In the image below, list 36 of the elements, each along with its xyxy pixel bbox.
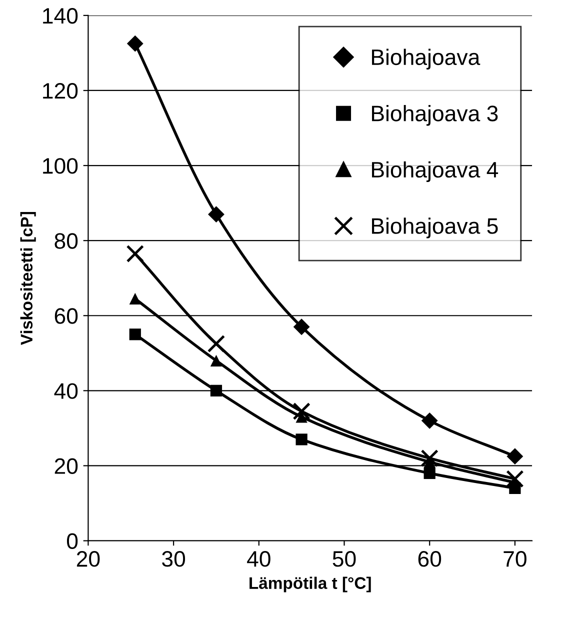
y-tick-label: 100 [43, 158, 78, 174]
point [293, 318, 310, 336]
point [129, 292, 141, 305]
y-tick-label: 0 [66, 533, 78, 550]
y-tick-label: 80 [54, 233, 78, 249]
y-tick-label: 60 [54, 308, 78, 324]
point [506, 470, 524, 488]
point [210, 384, 222, 396]
point [210, 354, 222, 366]
y-tick-label: 140 [43, 8, 78, 24]
legend-label: Biohajoava [372, 48, 480, 70]
y-tick-label: 20 [54, 458, 78, 474]
y-tick-label: 40 [54, 383, 78, 399]
legend-label: Biohajoava 5 [372, 218, 498, 238]
point [420, 449, 438, 468]
point [296, 434, 308, 446]
point [292, 402, 310, 420]
x-tick-label: 50 [332, 551, 356, 567]
legend-label: Biohajoava 4 [372, 161, 498, 182]
x-tick-label: 40 [247, 551, 270, 567]
point [126, 244, 144, 263]
x-axis-title: Lämpötila t [°C] [250, 576, 371, 592]
x-tick-label: 60 [418, 551, 442, 567]
point [126, 35, 144, 52]
y-tick-label: 120 [43, 83, 78, 99]
x-tick-label: 30 [162, 551, 186, 567]
point [424, 467, 436, 480]
y-axis-title: Viskositeetti [cP] [20, 212, 36, 345]
point [129, 328, 141, 340]
point [207, 334, 226, 353]
x-tick-label: 20 [76, 551, 100, 567]
legend-label: Biohajoava 3 [372, 105, 498, 126]
x-tick-label: 70 [504, 551, 526, 567]
point [506, 448, 524, 465]
point [208, 206, 224, 223]
point [421, 412, 438, 429]
